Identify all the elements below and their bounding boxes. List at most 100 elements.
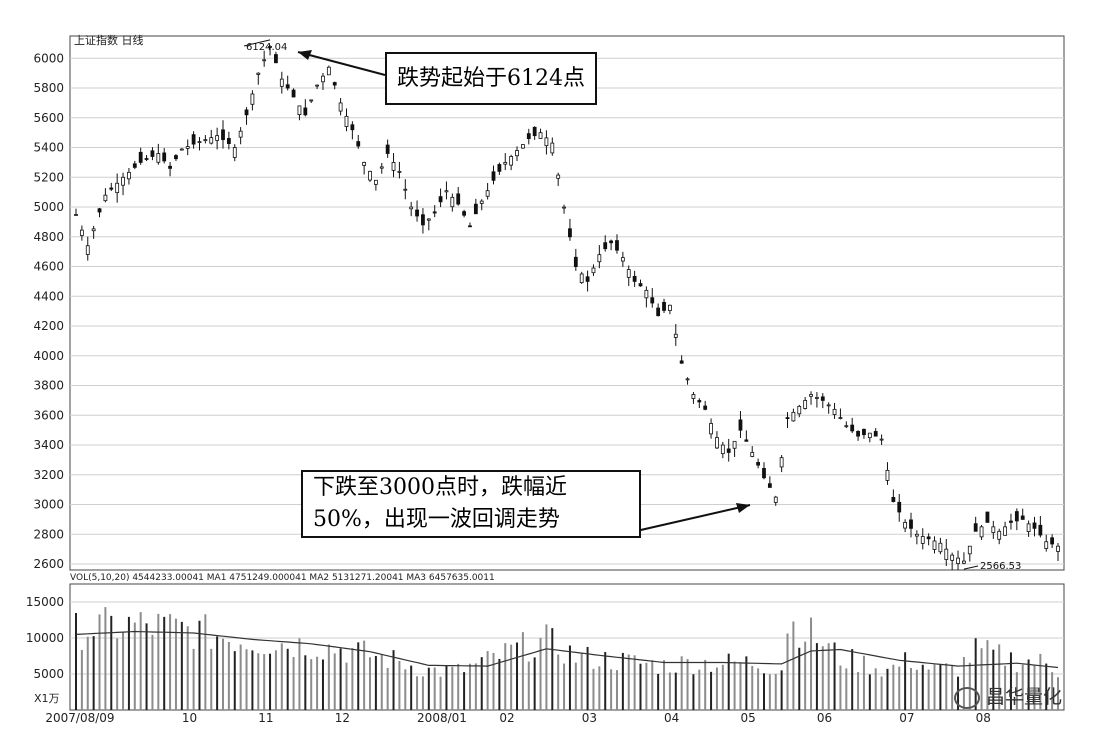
candle-body — [285, 84, 290, 89]
candle-body — [632, 275, 637, 282]
candle-body — [197, 141, 202, 144]
candle-body — [409, 206, 414, 210]
candle-body — [797, 405, 802, 415]
volume-grid — [70, 601, 1064, 675]
candle-body — [773, 496, 778, 503]
candle-body — [756, 462, 761, 466]
date-tick-label: 07 — [899, 711, 914, 725]
candle-body — [368, 170, 372, 181]
candle-body — [350, 124, 355, 131]
candle-body — [532, 126, 537, 137]
candle-body — [121, 176, 125, 186]
price-tick-label: 5800 — [33, 81, 64, 95]
date-tick-label: 11 — [258, 711, 273, 725]
candle-body — [109, 187, 114, 190]
candle-body — [597, 254, 602, 263]
candle-body — [656, 307, 661, 317]
candle-body — [321, 75, 325, 83]
candle-body — [262, 59, 267, 62]
candle-body — [415, 209, 419, 217]
candle-body — [326, 66, 331, 76]
candle-body — [315, 84, 319, 87]
candle-body — [973, 523, 978, 532]
candle-body — [579, 273, 584, 284]
price-tick-label: 6000 — [33, 51, 64, 65]
candle-body — [997, 530, 1002, 540]
candle-body — [215, 135, 220, 141]
candle-body — [703, 405, 708, 410]
candle-body — [832, 408, 837, 415]
candle-body — [838, 417, 843, 419]
candle-body — [179, 148, 184, 151]
candle-body — [462, 211, 466, 216]
candle-body — [603, 242, 608, 250]
candle-body — [938, 542, 943, 553]
peak-arrow-head — [298, 50, 312, 60]
trough-annotation: 下跌至3000点时，跌幅近 50%，出现一波回调走势 — [301, 470, 641, 538]
candle-body — [1003, 526, 1007, 536]
price-tick-label: 5200 — [33, 170, 64, 184]
price-y-axis: 2600 2800 3000 3200 3400 3600 3800 4000 4200 4400… — [33, 51, 64, 571]
candle-body — [809, 394, 813, 397]
candle-body — [538, 132, 543, 139]
candle-body — [815, 397, 819, 399]
price-tick-label: 3400 — [33, 438, 64, 452]
price-tick-label: 5000 — [33, 200, 64, 214]
candle-body — [503, 162, 508, 165]
high-marker — [243, 39, 271, 47]
volume-bars — [75, 607, 1059, 710]
candle-body — [826, 404, 831, 407]
candle-body — [1032, 522, 1037, 529]
candle-body — [914, 533, 919, 537]
candle-body — [162, 152, 167, 162]
candle-body — [97, 208, 102, 213]
candle-body — [668, 304, 672, 311]
candle-body — [291, 89, 296, 98]
candle-body — [544, 137, 549, 147]
candle-body — [720, 444, 725, 455]
candle-body — [479, 200, 484, 204]
price-tick-label: 5400 — [33, 141, 64, 155]
candle-body — [1026, 523, 1031, 532]
candle-body — [879, 438, 884, 441]
candle-body — [191, 134, 196, 145]
price-tick-label: 4800 — [33, 230, 64, 244]
candle-body — [244, 109, 249, 116]
candle-body — [891, 496, 896, 502]
price-tick-label: 3200 — [33, 468, 64, 482]
candle-body — [156, 153, 161, 163]
candle-body — [303, 107, 308, 116]
candle-body — [297, 105, 302, 116]
candle-body — [138, 151, 143, 163]
candle-body — [820, 396, 825, 401]
candle-body — [732, 440, 737, 449]
date-tick-label: 03 — [582, 711, 597, 725]
volume-unit-label: X1万 — [34, 692, 60, 705]
candle-body — [74, 214, 78, 216]
price-tick-label: 3000 — [33, 498, 64, 512]
date-x-axis: 2007/08/09 10 11 12 2008/01 02 03 04 05 06 07 08 — [45, 711, 991, 725]
candle-body — [638, 283, 643, 287]
candle-body — [726, 448, 731, 453]
candle-body — [209, 137, 214, 144]
candle-body — [444, 190, 449, 193]
candle-body — [279, 78, 284, 87]
candle-body — [309, 99, 314, 102]
candle-body — [203, 139, 208, 142]
price-tick-label: 3600 — [33, 408, 64, 422]
volume-tick-label: 15000 — [26, 595, 64, 609]
candles — [74, 45, 1060, 571]
price-tick-label: 4000 — [33, 349, 64, 363]
candle-body — [1020, 515, 1025, 520]
candle-body — [332, 82, 337, 86]
candle-body — [903, 522, 908, 529]
candle-body — [873, 431, 878, 437]
candle-body — [526, 133, 531, 140]
candle-body — [150, 150, 155, 157]
candle-body — [626, 269, 631, 278]
candle-body — [485, 190, 490, 197]
candle-body — [962, 560, 966, 564]
candle-body — [562, 206, 566, 209]
candle-body — [920, 536, 925, 544]
